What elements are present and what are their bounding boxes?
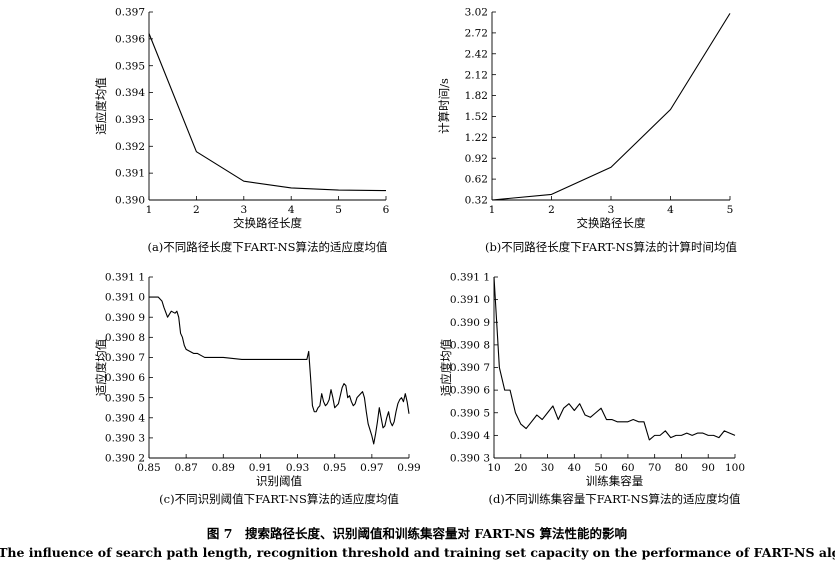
charts.c-ytick-label: 0.390 4 [105, 412, 145, 424]
charts.d-ytick-label: 0.390 3 [450, 453, 490, 465]
charts.d-ytick-label: 0.390 4 [450, 430, 490, 442]
charts.c-ytick-label: 0.390 2 [105, 453, 145, 465]
charts.a-ytick-label: 0.393 [115, 114, 145, 126]
chart-panel-d: 0.390 3 0.390 4 0.390 5 0.390 6 0.390 7 0.390… [439, 272, 745, 506]
chart-panel-c: 0.390 2 0.390 3 0.390 4 0.390 5 0.390 6 0.390… [94, 272, 421, 506]
charts.b-xtick-label: 4 [667, 204, 674, 216]
charts.a-ytick-label: 0.397 [115, 7, 145, 19]
charts.a-ytick-label: 0.391 [115, 168, 145, 180]
charts.d-xtick-label: 90 [702, 462, 715, 474]
charts.c-ytick-label: 0.390 7 [105, 352, 145, 364]
charts.b-ytick-label: 1.22 [465, 132, 488, 144]
charts.b-ytick-label: 1.82 [465, 90, 488, 102]
charts.a-caption: (a)不同路径长度下FART-NS算法的适应度均值 [147, 240, 388, 254]
charts.a-xtick-label: 2 [193, 204, 200, 216]
charts.b-ytick-label: 2.42 [465, 48, 488, 60]
charts.c-ytick-label: 0.390 5 [105, 392, 145, 404]
charts.c-ytick-label: 0.390 6 [105, 372, 145, 384]
charts.d-series-line [493, 276, 736, 441]
charts.d-ytick-label: 0.390 9 [450, 317, 490, 329]
charts.b-xtick-label: 1 [489, 204, 496, 216]
charts.d-xtick-label: 40 [568, 462, 581, 474]
charts.d-xtick-label: 20 [514, 462, 527, 474]
charts.d-xtick-label: 100 [725, 462, 745, 474]
charts.b-ytick-label: 2.72 [465, 27, 488, 39]
charts.a-xtick-label: 6 [383, 204, 390, 216]
charts.a-ytick-label: 0.396 [115, 33, 145, 45]
charts.a-xtick-label: 3 [240, 204, 247, 216]
charts.d-xtick-label: 70 [648, 462, 661, 474]
charts.c-ytick-label: 0.390 3 [105, 432, 145, 444]
charts.b-series-line [491, 13, 731, 201]
charts.b-ytick-label: 0.62 [465, 174, 488, 186]
charts.c-ytick-label: 0.391 1 [105, 272, 145, 284]
charts.a-x-axis-label: 交换路径长度 [233, 216, 302, 230]
charts.a-xtick-label: 5 [335, 204, 342, 216]
charts.b-xtick-label: 2 [548, 204, 555, 216]
charts.c-xtick-label: 0.89 [212, 462, 235, 474]
figure-caption-en: Fig. 7 The influence of search path leng… [0, 545, 835, 560]
charts.a-ytick-label: 0.390 [115, 195, 145, 207]
charts.c-y-axis-label: 适应度均值 [94, 338, 108, 396]
charts.d-xtick-label: 10 [487, 462, 500, 474]
charts.d-ytick-label: 0.390 7 [450, 362, 490, 374]
charts.d-y-axis-label: 适应度均值 [439, 338, 453, 396]
charts.b-x-axis-label: 交换路径长度 [577, 216, 646, 230]
charts.a-ytick-label: 0.392 [115, 141, 145, 153]
charts.d-xtick-label: 80 [675, 462, 688, 474]
charts.a-series-line [148, 33, 387, 192]
charts.c-x-axis-label: 识别阈值 [256, 474, 302, 488]
charts.a-ytick-label: 0.394 [115, 87, 145, 99]
charts.d-ytick-label: 0.391 1 [450, 272, 490, 284]
charts.d-xtick-label: 30 [541, 462, 554, 474]
charts.c-xtick-label: 0.99 [397, 462, 420, 474]
charts.a-y-axis-label: 适应度均值 [94, 77, 108, 135]
charts.b-y-axis-label: 计算时间/s [437, 78, 451, 134]
charts.d-caption: (d)不同训练集容量下FART-NS算法的适应度均值 [488, 492, 741, 506]
charts.d-xtick-label: 50 [594, 462, 607, 474]
charts.c-xtick-label: 0.97 [360, 462, 383, 474]
charts.b-ytick-label: 0.92 [465, 153, 488, 165]
chart-panel-a: 0.390 0.391 0.392 0.393 0.394 0.395 0.396 0.397… [94, 7, 390, 254]
charts.d-xtick-label: 60 [621, 462, 634, 474]
charts.b-ytick-label: 0.32 [465, 195, 488, 207]
charts.c-ytick-label: 0.390 8 [105, 332, 145, 344]
charts.b-xtick-label: 5 [727, 204, 734, 216]
charts.c-xtick-label: 0.85 [137, 462, 160, 474]
charts.d-ytick-label: 0.390 6 [450, 385, 490, 397]
charts.b-xtick-label: 3 [608, 204, 615, 216]
charts.c-xtick-label: 0.91 [249, 462, 272, 474]
charts.b-ytick-label: 1.52 [465, 111, 488, 123]
charts.c-xtick-label: 0.93 [286, 462, 309, 474]
charts.c-ytick-label: 0.391 0 [105, 292, 145, 304]
charts.a-ytick-label: 0.395 [115, 60, 145, 72]
charts.a-xtick-label: 1 [146, 204, 153, 216]
charts.c-series-line [149, 296, 410, 445]
charts.d-ytick-label: 0.390 8 [450, 339, 490, 351]
charts.d-ytick-label: 0.391 0 [450, 294, 490, 306]
chart-panel-b: 0.32 0.62 0.92 1.22 1.52 1.82 2.12 2.42 2.72 3.02… [437, 7, 738, 254]
charts.c-caption: (c)不同识别阈值下FART-NS算法的适应度均值 [159, 492, 399, 506]
charts.d-x-axis-label: 训练集容量 [586, 474, 644, 488]
charts.b-ytick-label: 2.12 [465, 69, 488, 81]
charts.c-xtick-label: 0.87 [174, 462, 197, 474]
charts.c-xtick-label: 0.95 [323, 462, 346, 474]
charts.a-xtick-label: 4 [288, 204, 295, 216]
charts.d-ytick-label: 0.390 5 [450, 407, 490, 419]
charts.b-ytick-label: 3.02 [465, 7, 488, 19]
figure-caption-cn: 图 7 搜索路径长度、识别阈值和训练集容量对 FART-NS 算法性能的影响 [207, 526, 627, 541]
charts.c-ytick-label: 0.390 9 [105, 312, 145, 324]
charts.b-caption: (b)不同路径长度下FART-NS算法的计算时间均值 [485, 240, 738, 254]
